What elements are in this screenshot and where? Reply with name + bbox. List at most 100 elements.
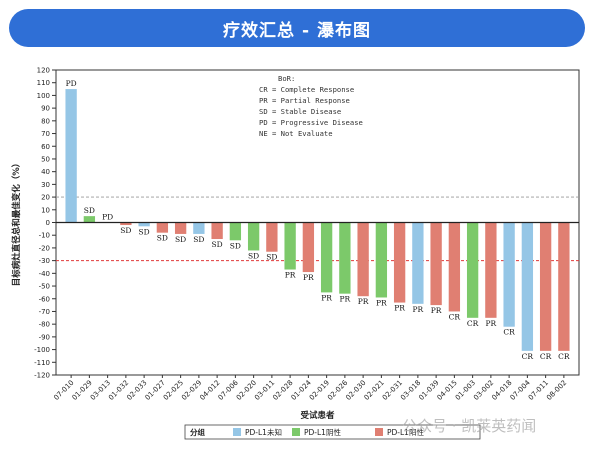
y-tick-label: -40 [39, 270, 50, 278]
response-label: SD [84, 206, 95, 215]
response-label: SD [230, 241, 241, 250]
bar [521, 222, 534, 351]
y-tick-label: 80 [41, 117, 50, 125]
bar [65, 89, 77, 223]
bor-legend-line: BoR: [278, 74, 295, 83]
response-label: PR [413, 305, 424, 314]
response-label: SD [175, 235, 186, 244]
y-axis-title: 目标病灶直径总和最佳变化（%） [11, 159, 22, 287]
bar [211, 222, 223, 240]
bar [393, 222, 406, 303]
bar [320, 222, 333, 293]
y-tick-label: 30 [41, 181, 50, 189]
bor-legend-line: NE = Not Evaluate [259, 129, 333, 138]
response-label: PR [394, 304, 405, 313]
bar [539, 222, 552, 351]
y-tick-label: -60 [39, 295, 50, 303]
y-tick-label: -120 [34, 372, 50, 380]
response-label: PR [358, 297, 369, 306]
y-tick-label: 0 [46, 219, 50, 227]
y-tick-label: -90 [39, 333, 50, 341]
chart-title: 疗效汇总 - 瀑布图 [223, 20, 371, 41]
y-tick-label: -30 [39, 257, 50, 265]
y-tick-label: 100 [37, 92, 50, 100]
group-legend-box [184, 424, 481, 440]
y-tick-label: 70 [41, 130, 50, 138]
y-tick-label: 20 [41, 194, 50, 202]
response-label: PD [102, 213, 113, 222]
y-tick-label: -70 [39, 308, 50, 316]
response-label: CR [522, 352, 534, 361]
bar [193, 222, 205, 234]
bar [558, 222, 570, 351]
bar [448, 222, 461, 312]
y-tick-label: 120 [37, 67, 50, 75]
response-label: PR [303, 273, 314, 282]
x-axis-title: 受试患者 [300, 410, 335, 421]
y-tick-label: -110 [34, 359, 50, 367]
response-label: SD [193, 235, 204, 244]
bar [466, 222, 479, 318]
legend-swatch [233, 428, 241, 436]
bar [339, 222, 351, 294]
bor-legend-line: PR = Partial Response [259, 96, 350, 105]
response-label: CR [449, 312, 461, 321]
response-label: PD [66, 79, 77, 88]
response-label: SD [212, 240, 223, 249]
response-label: SD [157, 234, 168, 243]
bar [503, 222, 515, 327]
bor-legend-line: SD = Stable Disease [259, 107, 341, 116]
response-label: PR [285, 271, 296, 280]
y-tick-label: -10 [39, 232, 50, 240]
bar [302, 222, 315, 273]
legend-swatch [292, 428, 300, 436]
bar [174, 222, 187, 234]
bar [156, 222, 169, 233]
bar [247, 222, 260, 251]
response-label: PR [486, 319, 497, 328]
legend-label: PD-L1阴性 [304, 427, 341, 437]
bar [266, 222, 278, 252]
group-legend-title: 分组 [190, 427, 205, 437]
response-label: SD [139, 227, 150, 236]
bar [229, 222, 242, 241]
y-tick-label: 10 [41, 206, 50, 214]
y-tick-label: 110 [37, 79, 50, 87]
response-label: PR [321, 293, 332, 302]
response-label: CR [503, 328, 515, 337]
legend-label: PD-L1未知 [245, 427, 282, 437]
y-tick-label: 40 [41, 168, 50, 176]
watermark: 公众号 · 凯莱英药闻 [402, 417, 537, 435]
y-tick-label: -80 [39, 321, 50, 329]
legend-swatch [375, 428, 383, 436]
response-label: PR [340, 295, 351, 304]
bar [375, 222, 388, 298]
bar [430, 222, 442, 306]
response-label: CR [467, 319, 479, 328]
bar [412, 222, 424, 304]
bar [138, 222, 150, 227]
x-tick-label: 08-002 [545, 379, 568, 402]
response-label: SD [248, 251, 259, 260]
response-label: SD [266, 253, 277, 262]
y-tick-label: 90 [41, 105, 50, 113]
response-label: SD [120, 226, 131, 235]
y-tick-label: -50 [39, 283, 50, 291]
bor-legend-line: CR = Complete Response [259, 85, 354, 94]
y-tick-label: 50 [41, 155, 50, 163]
y-tick-label: -100 [34, 346, 50, 354]
bar [120, 222, 132, 226]
bar [485, 222, 497, 318]
bar [284, 222, 296, 270]
bar [357, 222, 369, 297]
response-label: CR [558, 352, 570, 361]
y-tick-label: 60 [41, 143, 50, 151]
bor-legend-line: PD = Progressive Disease [259, 118, 363, 127]
response-label: PR [376, 298, 387, 307]
chart-title-banner: 疗效汇总 - 瀑布图 [9, 9, 585, 47]
response-label: PR [431, 306, 442, 315]
bar [83, 216, 96, 223]
y-tick-label: -20 [39, 244, 50, 252]
response-label: CR [540, 352, 552, 361]
